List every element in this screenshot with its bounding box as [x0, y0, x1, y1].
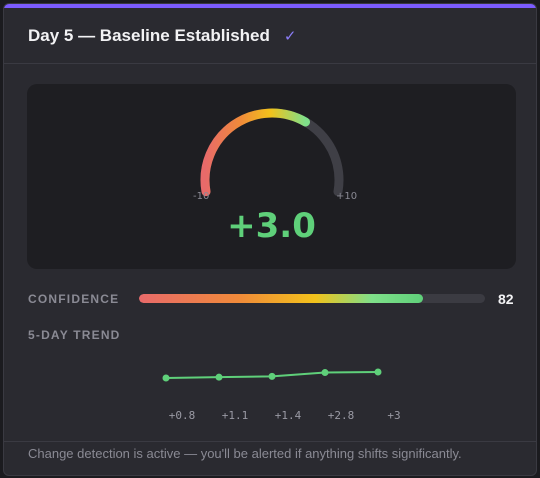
confidence-value: 82 — [498, 291, 514, 307]
trend-tick-label: +0.8 — [168, 409, 196, 422]
baseline-card: Day 5 — Baseline Established ✓ -10 +10 +… — [3, 3, 537, 476]
confidence-track — [139, 294, 485, 303]
card-title: Day 5 — Baseline Established — [28, 25, 270, 45]
trend-point — [162, 374, 170, 382]
trend-tick-label: +1.1 — [221, 409, 249, 422]
check-icon: ✓ — [283, 27, 297, 45]
gauge-fill — [200, 108, 310, 197]
gauge-min-label: -10 — [193, 191, 210, 202]
gauge-panel: -10 +10 +3.0 — [27, 84, 516, 269]
gauge-max-label: +10 — [336, 191, 358, 202]
accent-bar — [4, 4, 536, 8]
card-header: Day 5 — Baseline Established ✓ — [4, 8, 536, 64]
trend-tick-label: +3 — [387, 409, 401, 422]
trend-tick-label: +2.8 — [327, 409, 355, 422]
trend-tick-label: +1.4 — [274, 409, 302, 422]
trend-point — [321, 369, 329, 377]
trend-point — [268, 372, 276, 380]
gauge-value: +3.0 — [227, 206, 316, 246]
confidence-fill — [139, 294, 423, 303]
confidence-label: CONFIDENCE — [28, 292, 120, 306]
trend-label: 5-DAY TREND — [28, 328, 121, 342]
gauge-track — [200, 108, 344, 197]
gauge — [200, 108, 344, 197]
footer-note: Change detection is active — you'll be a… — [4, 441, 536, 475]
trend-point — [215, 373, 223, 381]
trend-chart — [162, 368, 382, 382]
trend-point — [374, 368, 382, 376]
